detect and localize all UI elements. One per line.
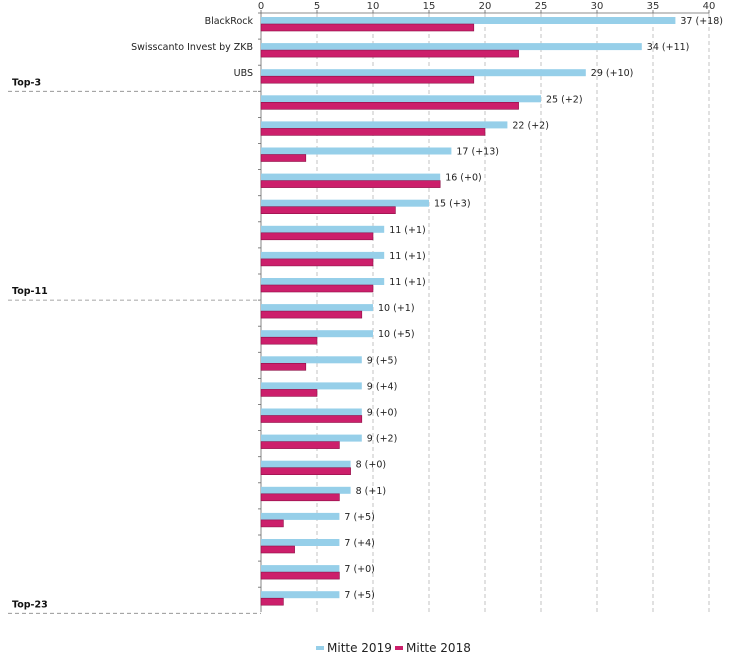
data-label: 37 (+18): [680, 16, 723, 27]
data-label: 25 (+2): [546, 94, 583, 105]
bar-mitte-2018: [260, 310, 363, 319]
bar-mitte-2018: [260, 597, 284, 606]
bar-mitte-2018: [260, 102, 519, 110]
legend-swatch: [395, 646, 403, 650]
data-label: 9 (+2): [367, 434, 397, 445]
bar-mitte-2019: [261, 512, 340, 520]
data-label: 7 (+4): [344, 538, 374, 549]
legend: Mitte 2019 Mitte 2018: [316, 641, 471, 655]
bar-mitte-2019: [261, 460, 351, 468]
category-label: Swisscanto Invest by ZKB: [131, 42, 253, 53]
bar-mitte-2018: [260, 206, 396, 214]
data-label: 8 (+1): [356, 486, 386, 497]
bar-mitte-2018: [260, 362, 307, 371]
bar-mitte-2018: [260, 571, 340, 580]
bar-mitte-2019: [261, 173, 441, 181]
category-label: UBS: [234, 68, 253, 79]
group-label: Top-11: [12, 286, 48, 297]
x-tick-label: 0: [258, 1, 264, 12]
data-label: 16 (+0): [445, 173, 482, 184]
data-label: 17 (+13): [456, 147, 499, 158]
bar-mitte-2019: [261, 69, 586, 77]
data-label: 34 (+11): [647, 42, 690, 53]
data-label: 11 (+1): [389, 277, 426, 288]
bar-mitte-2019: [261, 251, 385, 259]
data-label: 9 (+5): [367, 355, 397, 366]
bar-mitte-2018: [260, 232, 374, 241]
bar-mitte-2019: [261, 17, 676, 24]
bar-mitte-2019: [261, 121, 508, 129]
x-tick-label: 25: [535, 1, 548, 12]
group-markers: Top-3 Top-11 Top-23: [8, 77, 261, 614]
bar-mitte-2018: [260, 75, 475, 84]
data-label: 7 (+5): [344, 512, 374, 523]
group-label: Top-23: [12, 599, 48, 610]
bar-mitte-2019: [261, 43, 642, 51]
bar-mitte-2019: [261, 591, 340, 599]
legend-swatch: [316, 646, 324, 650]
bar-mitte-2018: [260, 519, 284, 528]
data-label: 15 (+3): [434, 199, 471, 210]
data-label: 10 (+5): [378, 329, 415, 340]
bar-mitte-2019: [261, 434, 362, 442]
bar-mitte-2018: [260, 154, 307, 162]
data-labels: 37 (+18) 34 (+11) 29 (+10) 25 (+2) 22 (+2) 17…: [344, 16, 723, 601]
bar-mitte-2018: [260, 545, 295, 554]
data-label: 9 (+0): [367, 408, 397, 419]
x-tick-label: 40: [703, 1, 716, 12]
bar-mitte-2018: [260, 415, 363, 423]
bar-mitte-2019: [261, 147, 452, 155]
bar-mitte-2018: [260, 23, 475, 32]
bar-mitte-2018: [260, 180, 441, 188]
data-label: 7 (+5): [344, 590, 374, 601]
bar-mitte-2018: [260, 389, 318, 397]
grid-lines: [316, 13, 710, 612]
data-label: 9 (+4): [367, 381, 397, 392]
bar-mitte-2018: [260, 258, 374, 267]
data-label: 11 (+1): [389, 251, 426, 262]
bar-mitte-2019: [261, 95, 541, 103]
bar-mitte-2019: [261, 330, 373, 338]
category-label: BlackRock: [205, 16, 254, 27]
data-label: 7 (+0): [344, 564, 374, 575]
data-label: 11 (+1): [389, 225, 426, 236]
bar-mitte-2019: [261, 304, 373, 312]
bar-mitte-2019: [261, 486, 351, 494]
x-tick-label: 30: [591, 1, 604, 12]
bars: [260, 17, 676, 606]
bar-mitte-2018: [260, 467, 351, 476]
data-label: 22 (+2): [512, 120, 549, 131]
bar-mitte-2019: [261, 382, 362, 390]
x-tick-label: 35: [647, 1, 660, 12]
data-label: 8 (+0): [356, 460, 386, 471]
bar-mitte-2019: [261, 565, 340, 573]
bar-mitte-2018: [260, 284, 374, 293]
x-tick-label: 5: [314, 1, 320, 12]
bar-mitte-2018: [260, 128, 486, 136]
x-tick-label: 20: [479, 1, 492, 12]
x-tick-label: 15: [423, 1, 436, 12]
bar-mitte-2019: [261, 225, 385, 233]
data-label: 29 (+10): [591, 68, 634, 79]
bar-mitte-2019: [261, 408, 362, 416]
category-labels: BlackRock Swisscanto Invest by ZKB UBS: [131, 16, 253, 79]
x-tick-label: 10: [367, 1, 380, 12]
bar-mitte-2018: [260, 493, 340, 502]
bar-mitte-2019: [261, 356, 362, 364]
bar-mitte-2018: [260, 336, 318, 345]
bar-mitte-2018: [260, 441, 340, 449]
bar-mitte-2019: [261, 278, 385, 285]
legend-item-mitte-2018: Mitte 2018: [406, 641, 471, 655]
group-label: Top-3: [12, 77, 41, 88]
legend-item-mitte-2019: Mitte 2019: [327, 641, 392, 655]
bar-mitte-2018: [260, 49, 519, 58]
bar-mitte-2019: [261, 539, 340, 546]
bar-mitte-2019: [261, 199, 429, 207]
data-label: 10 (+1): [378, 303, 415, 314]
